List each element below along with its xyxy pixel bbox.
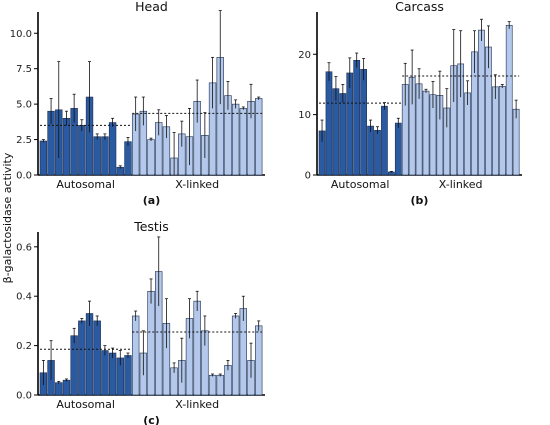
autosomal-bar (346, 72, 354, 176)
autosomal-bar (332, 88, 340, 176)
autosomal-bar (93, 320, 101, 396)
y-tick-label: 7.5 (16, 64, 32, 75)
y-tick-label: 10 (298, 110, 311, 121)
panel-label: (b) (411, 194, 429, 207)
autosomal-bar (367, 125, 374, 176)
y-tick-label: 0.6 (16, 242, 32, 253)
autosomal-bar (78, 320, 86, 396)
autosomal-bar (124, 355, 132, 396)
xlinked-bar (512, 108, 520, 176)
panel-head: 0.0 2.5 5.0 7.5 10.0 Autosomal X-linked Head (a) (10, 0, 265, 207)
autosomal-bar (62, 118, 71, 176)
y-tick-label: 0.0 (16, 391, 32, 402)
xlinked-bar (193, 300, 201, 396)
xlinked-bar (216, 374, 224, 396)
xlinked-bar (255, 325, 263, 396)
xlinked-bar (255, 98, 263, 176)
y-tick-label: 0.2 (16, 341, 32, 352)
autosomal-bar (381, 105, 388, 176)
panel-title: Head (135, 0, 168, 14)
autosomal-bar (108, 122, 117, 176)
xlinked-bar (231, 103, 240, 176)
xlinked-bar (478, 29, 485, 176)
autosomal-bar (360, 69, 367, 176)
autosomal-bar (339, 93, 347, 176)
xlinked-bar (422, 90, 430, 176)
group-label-xlinked: X-linked (439, 178, 483, 191)
autosomal-bar (325, 71, 333, 176)
y-tick-label: 0.4 (16, 292, 32, 303)
panel-carcass: 0 10 20 Autosomal X-linked Carcass (b) (298, 0, 522, 207)
autosomal-bar (39, 140, 48, 176)
xlinked-bar (505, 24, 513, 176)
autosomal-bar (374, 130, 381, 176)
autosomal-bar (101, 350, 109, 396)
group-label-autosomal: Autosomal (56, 178, 115, 191)
group-label-xlinked: X-linked (175, 178, 219, 191)
autosomal-bar (78, 125, 86, 176)
xlinked-bar (239, 308, 247, 396)
y-axis-label: β-galactosidase activity (1, 152, 14, 283)
y-tick-label: 5.0 (16, 100, 32, 111)
autosomal-bar (124, 141, 132, 176)
xlinked-bar (208, 374, 217, 396)
panel-testis: 0.0 0.2 0.4 0.6 Autosomal X-linked Testis (c) (16, 219, 265, 425)
chart-panels: 0.0 2.5 5.0 7.5 10.0 Autosomal X-linked Head (a)… (10, 0, 522, 425)
panel-label: (c) (143, 414, 160, 425)
xlinked-bar (464, 92, 471, 176)
autosomal-bar (93, 136, 101, 176)
autosomal-bar (70, 335, 78, 396)
autosomal-bar (101, 136, 109, 176)
group-label-xlinked: X-linked (175, 398, 219, 411)
panel-title: Testis (133, 219, 169, 234)
xlinked-bar (239, 108, 247, 176)
panel-title: Carcass (395, 0, 444, 14)
y-tick-label: 20 (298, 50, 311, 61)
autosomal-bar (394, 122, 402, 176)
xlinked-bar (147, 290, 155, 396)
panel-label: (a) (143, 194, 160, 207)
y-tick-label: 0.0 (16, 171, 32, 182)
xlinked-bar (231, 315, 240, 396)
group-label-autosomal: Autosomal (331, 178, 390, 191)
group-label-autosomal: Autosomal (56, 398, 115, 411)
autosomal-bar (353, 59, 361, 176)
autosomal-bar (108, 352, 117, 396)
xlinked-bar (147, 139, 155, 176)
xlinked-bar (491, 86, 499, 176)
xlinked-bar (131, 315, 140, 396)
y-tick-label: 0 (305, 171, 311, 182)
autosomal-bar (55, 382, 63, 396)
autosomal-bar (62, 379, 71, 396)
xlinked-bar (498, 85, 506, 176)
y-tick-label: 10.0 (10, 29, 32, 40)
y-tick-label: 2.5 (16, 135, 32, 146)
